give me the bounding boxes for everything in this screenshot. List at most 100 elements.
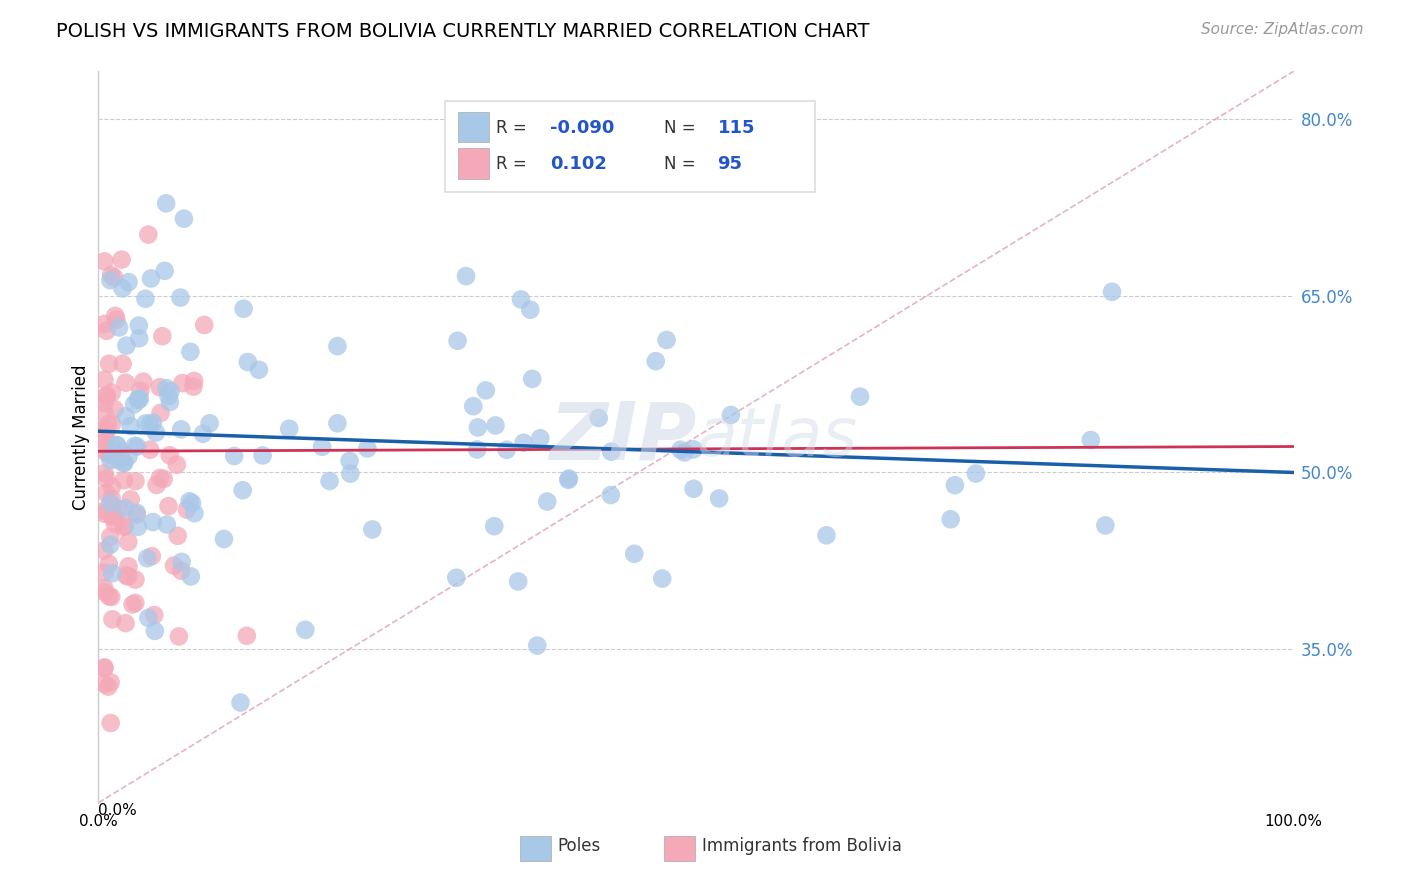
FancyBboxPatch shape xyxy=(458,112,489,143)
Point xyxy=(152,472,174,486)
Point xyxy=(155,381,177,395)
Point xyxy=(138,227,160,242)
Point xyxy=(117,559,139,574)
Point xyxy=(339,467,361,481)
FancyBboxPatch shape xyxy=(458,148,489,179)
Point xyxy=(121,598,143,612)
Point xyxy=(465,442,488,457)
Point xyxy=(191,426,214,441)
Point xyxy=(159,448,181,462)
Point xyxy=(115,568,138,582)
Point xyxy=(114,376,136,390)
Point xyxy=(93,581,115,595)
Point xyxy=(114,518,136,533)
Point xyxy=(93,317,115,331)
Point xyxy=(311,440,333,454)
Point xyxy=(124,596,146,610)
Point xyxy=(98,273,122,287)
Point xyxy=(120,492,142,507)
Point xyxy=(135,417,157,431)
Point xyxy=(557,473,579,487)
Point xyxy=(110,252,132,267)
Point xyxy=(93,677,115,691)
Point xyxy=(145,478,167,492)
Point xyxy=(134,292,156,306)
Point xyxy=(170,555,193,569)
Point xyxy=(495,442,517,457)
Y-axis label: Currently Married: Currently Married xyxy=(72,364,90,510)
Point xyxy=(224,449,246,463)
Point xyxy=(512,435,534,450)
Point xyxy=(143,624,166,638)
Point xyxy=(176,502,198,516)
Point xyxy=(93,566,115,580)
Point xyxy=(236,355,259,369)
Point xyxy=(120,419,142,434)
Point xyxy=(114,409,136,424)
Point xyxy=(326,417,349,431)
Point xyxy=(98,538,122,552)
Point xyxy=(117,275,139,289)
Point xyxy=(536,494,558,508)
Point xyxy=(96,324,118,338)
Point xyxy=(96,389,118,403)
Point xyxy=(278,422,301,436)
Point xyxy=(193,318,215,332)
Point xyxy=(153,264,176,278)
Point xyxy=(97,557,120,571)
Text: ZIP: ZIP xyxy=(548,398,696,476)
Point xyxy=(815,528,838,542)
Point xyxy=(100,590,122,604)
Point xyxy=(558,471,581,485)
Text: 95: 95 xyxy=(717,155,742,173)
Point xyxy=(183,506,205,520)
Point xyxy=(1080,433,1102,447)
Point xyxy=(101,566,124,581)
Point xyxy=(100,675,122,690)
Point xyxy=(108,320,131,334)
FancyBboxPatch shape xyxy=(446,101,815,192)
Point xyxy=(484,418,506,433)
Point xyxy=(318,474,340,488)
Point xyxy=(644,354,666,368)
Point xyxy=(111,281,134,295)
Text: Source: ZipAtlas.com: Source: ZipAtlas.com xyxy=(1201,22,1364,37)
Point xyxy=(93,585,115,599)
Point xyxy=(673,445,696,459)
Point xyxy=(93,422,115,436)
Point xyxy=(124,439,146,453)
Point xyxy=(232,301,254,316)
Text: 0.102: 0.102 xyxy=(550,155,607,173)
Text: R =: R = xyxy=(496,155,533,173)
Point xyxy=(112,473,135,487)
Point xyxy=(139,442,162,457)
Point xyxy=(467,420,489,434)
Point xyxy=(127,440,149,454)
Point xyxy=(212,532,235,546)
Point xyxy=(682,442,704,457)
Text: 115: 115 xyxy=(717,119,755,136)
Point xyxy=(93,466,115,480)
Point xyxy=(94,471,117,485)
Point xyxy=(122,397,145,411)
Point xyxy=(145,425,167,440)
Point xyxy=(98,530,121,544)
Point xyxy=(93,396,115,410)
Point xyxy=(100,268,122,282)
Text: atlas: atlas xyxy=(696,404,858,470)
Point xyxy=(132,375,155,389)
Point xyxy=(98,357,121,371)
Point xyxy=(232,483,254,498)
Point xyxy=(356,442,378,456)
Point xyxy=(94,444,117,458)
Point xyxy=(127,393,149,408)
Point xyxy=(651,572,673,586)
Point xyxy=(142,515,165,529)
Point xyxy=(588,411,610,425)
Point xyxy=(180,569,202,583)
Point xyxy=(107,452,129,467)
Text: 0.0%: 0.0% xyxy=(98,803,138,818)
Point xyxy=(526,639,548,653)
Point xyxy=(101,385,124,400)
Point xyxy=(849,390,872,404)
